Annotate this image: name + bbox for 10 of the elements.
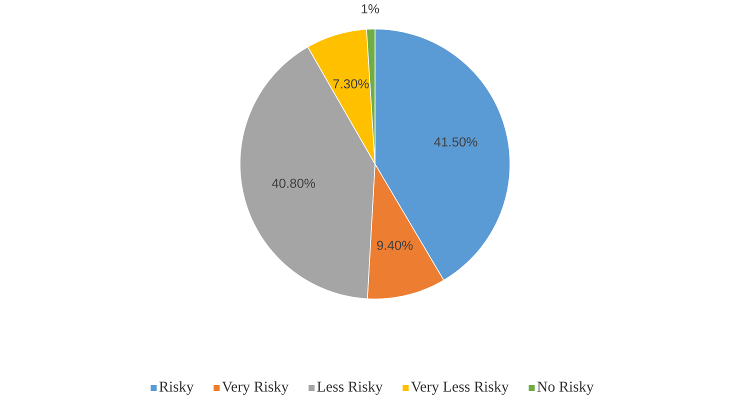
data-label: 1% (362, 4, 380, 14)
legend-label: Very Less Risky (411, 381, 509, 395)
data-label: 9.40% (377, 240, 413, 250)
data-label: 40.80% (272, 178, 316, 188)
legend-label: Very Risky (222, 381, 289, 395)
legend-label: No Risky (537, 381, 594, 395)
legend-label: Less Risky (317, 381, 383, 395)
data-label: 41.50% (434, 137, 478, 146)
legend-label: Risky (159, 381, 194, 395)
data-label: 7.30% (333, 79, 369, 88)
